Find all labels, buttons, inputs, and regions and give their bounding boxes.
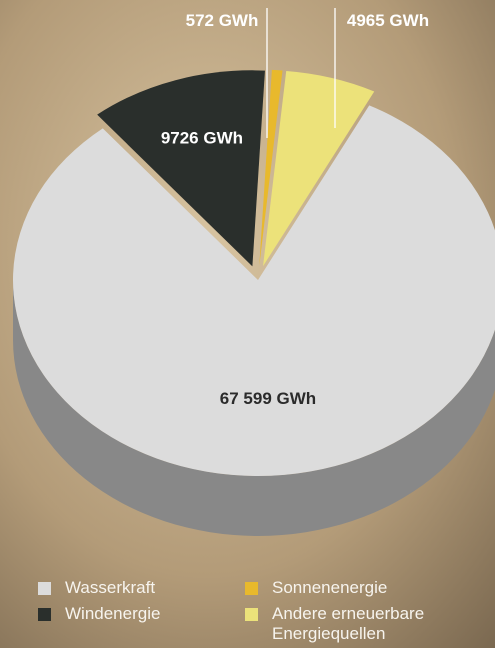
legend-swatch-windenergie [38,608,51,621]
data-label-andere-erneuerbare-energiequellen: 4965 GWh [347,11,429,30]
legend-swatch-sonnenenergie [245,582,258,595]
pie-side-walls [13,280,495,536]
pie-side-wasserkraft [13,280,495,536]
pie-slice-andere-erneuerbare-energiequellen [263,71,375,267]
legend-label-sonnenenergie: Sonnenenergie [272,578,388,597]
pie-slice-windenergie [97,70,265,267]
legend-label-andere-line1: Andere erneuerbare [272,604,425,623]
data-label-sonnenenergie: 572 GWh [186,11,259,30]
leader-lines [266,8,336,138]
pie-slice-wasserkraft [13,105,495,476]
legend-swatch-wasserkraft [38,582,51,595]
legend-label-windenergie: Windenergie [65,604,161,623]
pie-slice-sonnenenergie [259,69,283,266]
legend-label-andere: Andere erneuerbare Energiequellen [272,604,424,644]
data-label-windenergie: 9726 GWh [161,128,243,147]
data-label-wasserkraft: 67 599 GWh [220,389,316,408]
legend-label-wasserkraft: Wasserkraft [65,578,156,597]
data-labels: 67 599 GWh 9726 GWh 572 GWh 4965 GWh [161,11,429,408]
legend-label-andere-line2: Energiequellen [272,624,386,643]
legend-swatch-andere [245,608,258,621]
pie-top-faces [13,69,495,476]
